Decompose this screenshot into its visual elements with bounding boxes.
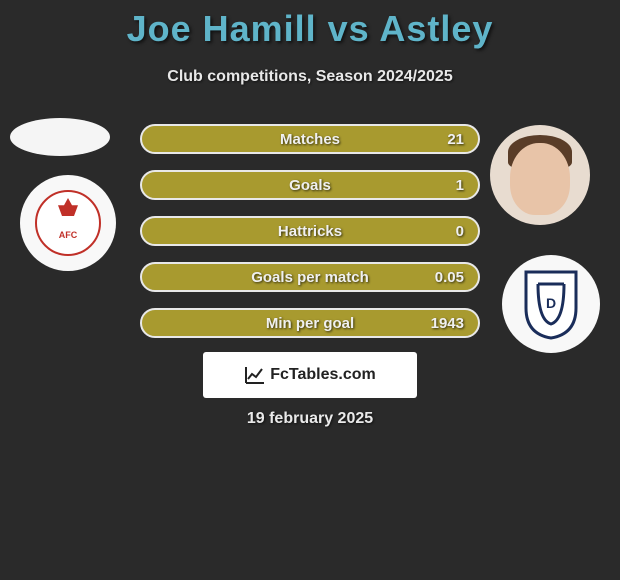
- stat-value-right: 0: [456, 223, 464, 240]
- stat-value-right: 0.05: [435, 269, 464, 286]
- stat-pill: Goals 1: [140, 170, 480, 200]
- stat-row: Matches 21: [0, 124, 620, 170]
- page-title: Joe Hamill vs Astley: [0, 0, 620, 50]
- stat-value-right: 21: [447, 131, 464, 148]
- stat-row: Goals 1: [0, 170, 620, 216]
- stat-pill: Goals per match 0.05: [140, 262, 480, 292]
- stat-row: Min per goal 1943: [0, 308, 620, 354]
- date: 19 february 2025: [0, 410, 620, 428]
- stat-value-right: 1943: [431, 315, 464, 332]
- stats-area: Matches 21 Goals 1 Hattricks 0 Goals per match…: [0, 124, 620, 354]
- stat-label: Goals: [289, 177, 331, 194]
- stat-label: Min per goal: [266, 315, 354, 332]
- chart-icon: [244, 365, 266, 385]
- stat-row: Hattricks 0: [0, 216, 620, 262]
- stat-label: Hattricks: [278, 223, 342, 240]
- stat-pill: Min per goal 1943: [140, 308, 480, 338]
- watermark: FcTables.com: [203, 352, 417, 398]
- stat-label: Goals per match: [251, 269, 369, 286]
- stat-pill: Matches 21: [140, 124, 480, 154]
- stat-row: Goals per match 0.05: [0, 262, 620, 308]
- stat-pill: Hattricks 0: [140, 216, 480, 246]
- stat-value-right: 1: [456, 177, 464, 194]
- stat-label: Matches: [280, 131, 340, 148]
- watermark-text: FcTables.com: [270, 366, 376, 384]
- subtitle: Club competitions, Season 2024/2025: [0, 68, 620, 86]
